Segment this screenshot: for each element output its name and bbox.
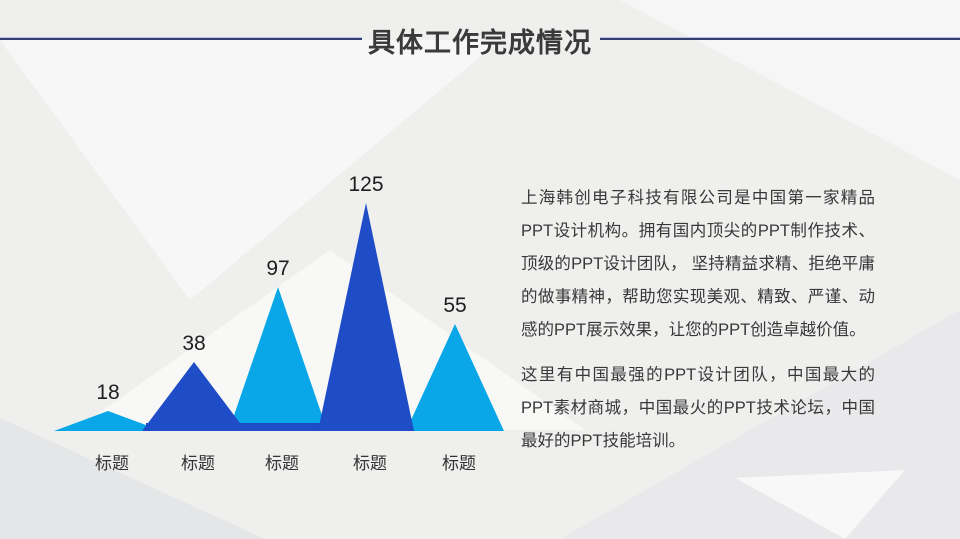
value-label: 38 [182,332,205,355]
page-title: 具体工作完成情况 [368,28,592,58]
chart-triangle [406,324,504,431]
description-block: 上海韩创电子科技有限公司是中国第一家精品PPT设计机构。拥有国内顶尖的PPT制作… [521,182,875,458]
description-paragraph: 上海韩创电子科技有限公司是中国第一家精品PPT设计机构。拥有国内顶尖的PPT制作… [521,189,875,339]
chart-triangle [142,362,246,431]
chart-base-bar [146,423,410,431]
value-label: 125 [348,173,383,196]
chart-triangle [318,203,414,431]
description-paragraph: 这里有中国最强的PPT设计团队，中国最大的PPT素材商城，中国最火的PPT技术论… [521,366,875,450]
chart-triangle [231,287,325,424]
category-label: 标题 [265,454,299,473]
header-rule-left [0,37,362,40]
value-label: 18 [96,381,119,404]
category-label: 标题 [353,454,387,473]
header-rule-right [600,37,960,40]
category-label: 标题 [181,454,215,473]
chart-triangle [54,411,162,431]
value-label: 55 [443,294,466,317]
value-label: 97 [266,257,289,280]
category-label: 标题 [95,454,129,473]
category-label: 标题 [442,454,476,473]
